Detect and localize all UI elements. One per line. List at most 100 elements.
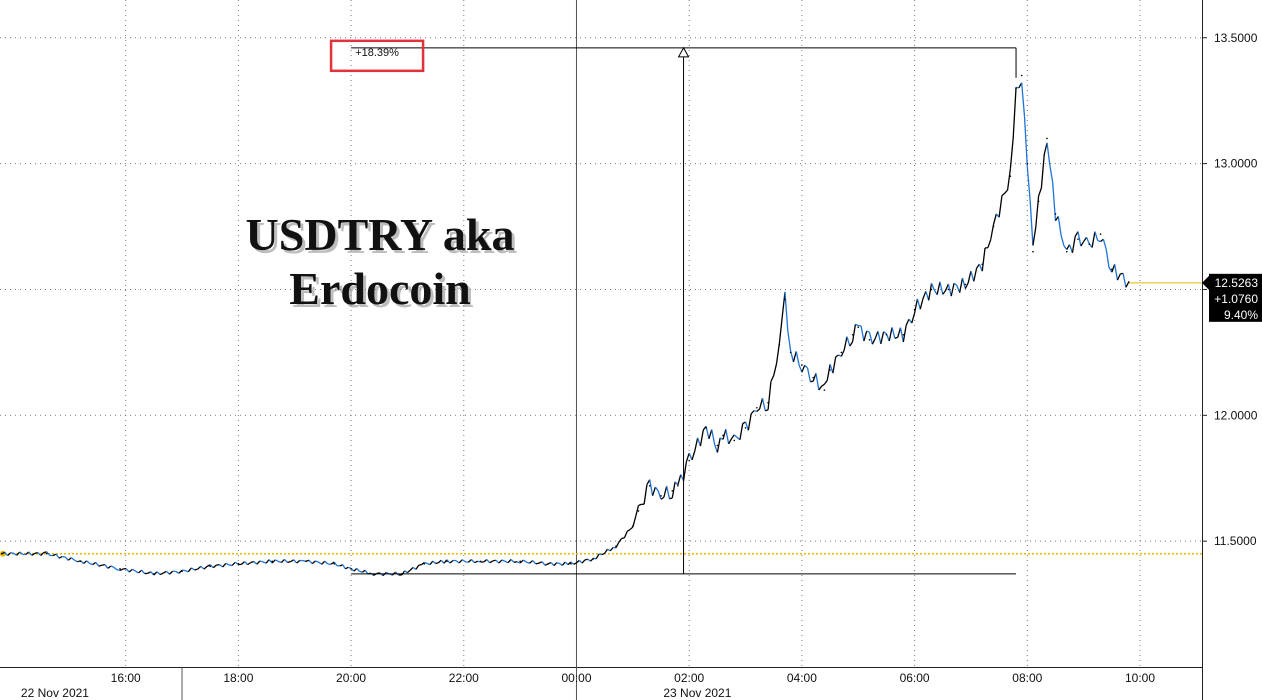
range-measure: +18.39% xyxy=(329,39,1017,575)
chart-title-line: USDTRY aka xyxy=(246,209,515,260)
price-point xyxy=(801,364,803,366)
price-segment xyxy=(16,551,21,556)
price-segment xyxy=(1004,189,1009,194)
price-segment xyxy=(86,560,91,565)
price-segment xyxy=(1046,142,1051,166)
price-segment xyxy=(510,559,515,563)
price-segment xyxy=(19,551,24,555)
price-segment xyxy=(308,559,313,565)
price-segment xyxy=(891,327,896,339)
price-point xyxy=(350,568,352,570)
price-segment xyxy=(4,551,9,556)
price-point xyxy=(716,444,719,447)
price-segment xyxy=(823,380,828,385)
price-segment xyxy=(212,564,217,569)
price-segment xyxy=(947,283,952,297)
price-segment xyxy=(519,559,524,564)
price-segment xyxy=(795,351,800,366)
price-segment xyxy=(744,421,749,431)
price-segment xyxy=(840,349,845,357)
x-tick-label: 00:00 xyxy=(561,671,591,685)
price-segment xyxy=(925,291,930,301)
price-point xyxy=(1020,74,1023,77)
axes xyxy=(0,0,1203,700)
price-segment xyxy=(492,559,497,562)
price-point xyxy=(705,427,707,429)
price-segment xyxy=(913,298,919,314)
price-segment xyxy=(489,560,494,564)
y-tick-label: 12.0000 xyxy=(1214,408,1258,422)
price-segment xyxy=(265,559,270,564)
price-segment xyxy=(501,559,506,562)
price-point xyxy=(305,560,307,563)
price-point xyxy=(733,439,736,442)
price-segment xyxy=(976,263,980,269)
price-segment xyxy=(231,561,236,566)
price-segment xyxy=(626,528,631,532)
price-point xyxy=(648,484,651,487)
price-segment xyxy=(1040,154,1045,188)
price-segment xyxy=(200,565,205,570)
price-segment xyxy=(461,559,466,563)
price-point xyxy=(271,560,273,563)
price-point xyxy=(829,369,831,371)
price-point xyxy=(1127,281,1130,283)
price-segment xyxy=(225,562,230,566)
price-segment xyxy=(657,490,662,500)
price-point xyxy=(181,570,183,573)
price-segment xyxy=(31,552,36,556)
price-segment xyxy=(268,559,273,564)
price-segment xyxy=(1116,273,1121,281)
price-segment xyxy=(618,538,623,543)
price-segment xyxy=(187,567,192,573)
price-segment xyxy=(46,551,51,556)
price-segment xyxy=(849,341,854,347)
price-segment xyxy=(311,560,316,565)
price-segment xyxy=(418,563,422,566)
x-tick-label: 18:00 xyxy=(223,671,253,685)
price-segment xyxy=(556,562,560,565)
price-segment xyxy=(40,552,45,557)
price-segment xyxy=(1068,244,1074,254)
price-segment xyxy=(128,568,133,573)
y-tick-label: 11.5000 xyxy=(1214,534,1257,548)
last-value-badge: 12.5263 +1.0760 9.40% xyxy=(1202,273,1262,322)
price-segment xyxy=(663,486,668,498)
price-segment xyxy=(110,565,115,568)
price-segment xyxy=(37,552,42,557)
price-segment xyxy=(55,553,60,559)
x-tick-label: 04:00 xyxy=(787,671,817,685)
price-segment xyxy=(950,283,955,297)
price-segment xyxy=(1108,267,1113,273)
price-point xyxy=(756,406,758,409)
price-point xyxy=(913,308,916,311)
price-segment xyxy=(197,565,202,570)
price-segment xyxy=(880,331,885,345)
price-point xyxy=(992,225,995,228)
price-point xyxy=(722,434,724,437)
price-segment xyxy=(250,560,254,564)
price-segment xyxy=(961,277,966,289)
price-segment xyxy=(691,450,696,461)
price-segment xyxy=(529,560,534,564)
price-segment xyxy=(74,559,78,563)
price-segment xyxy=(356,567,360,572)
price-point xyxy=(1009,175,1012,177)
price-segment xyxy=(671,481,676,499)
date-label: 22 Nov 2021 xyxy=(21,686,89,700)
price-segment xyxy=(119,568,124,572)
price-segment xyxy=(89,562,93,566)
price-segment xyxy=(1012,87,1017,138)
price-segment xyxy=(440,559,445,564)
x-tick-label: 06:00 xyxy=(900,671,930,685)
price-segment xyxy=(835,354,839,358)
price-segment xyxy=(863,330,868,342)
price-segment xyxy=(339,564,343,567)
price-segment xyxy=(564,561,569,566)
price-segment xyxy=(333,561,338,567)
price-segment xyxy=(409,566,414,571)
price-segment xyxy=(98,564,103,567)
price-segment xyxy=(728,438,733,445)
price-segment xyxy=(522,559,527,563)
price-point xyxy=(857,326,860,329)
